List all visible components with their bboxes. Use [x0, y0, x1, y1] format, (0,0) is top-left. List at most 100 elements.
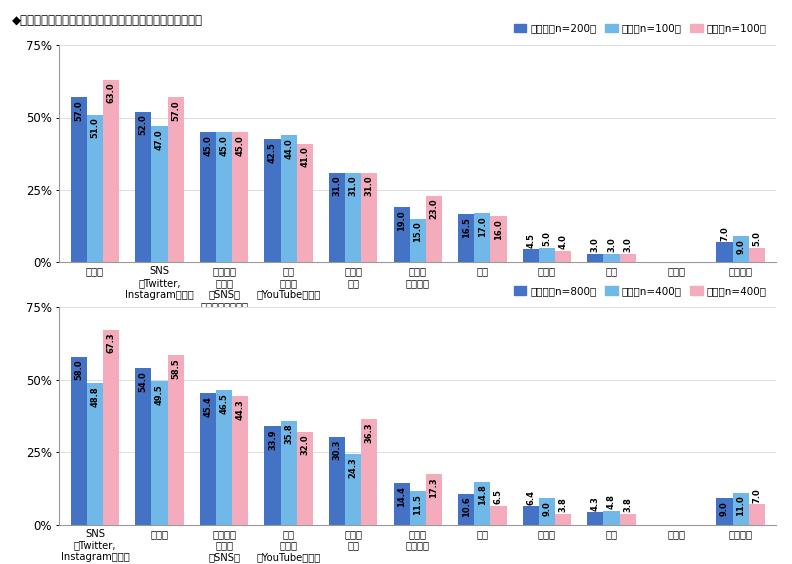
Bar: [87, 383, 103, 525]
Text: 58.0: 58.0: [74, 359, 83, 380]
Text: 47.0: 47.0: [155, 129, 164, 149]
Bar: [216, 132, 232, 262]
Bar: [70, 97, 87, 262]
Text: 48.8: 48.8: [90, 386, 100, 407]
Bar: [232, 132, 248, 262]
Bar: [619, 513, 636, 525]
Text: 9.0: 9.0: [543, 501, 551, 516]
Bar: [151, 381, 168, 525]
Text: 15.0: 15.0: [413, 222, 422, 243]
Text: 9.0: 9.0: [720, 501, 729, 516]
Text: 31.0: 31.0: [365, 175, 374, 196]
Bar: [394, 207, 409, 262]
Text: 45.0: 45.0: [219, 135, 229, 156]
Text: 3.0: 3.0: [607, 237, 616, 252]
Bar: [329, 437, 345, 525]
Text: 45.0: 45.0: [204, 135, 212, 156]
Text: 4.3: 4.3: [591, 496, 600, 510]
Bar: [409, 491, 426, 525]
Text: 44.0: 44.0: [284, 138, 293, 158]
Bar: [490, 216, 507, 262]
Bar: [748, 504, 765, 525]
Text: 54.0: 54.0: [139, 371, 148, 392]
Bar: [555, 250, 571, 262]
Bar: [490, 506, 507, 525]
Text: 30.3: 30.3: [333, 440, 341, 460]
Text: 6.5: 6.5: [494, 489, 503, 504]
Bar: [200, 132, 216, 262]
Text: 31.0: 31.0: [333, 175, 341, 196]
Bar: [539, 248, 555, 262]
Text: ◆ニュース等の情報を何から得ているか　［複数回答形式］: ◆ニュース等の情報を何から得ているか ［複数回答形式］: [12, 14, 203, 27]
Bar: [280, 135, 297, 262]
Bar: [717, 242, 733, 262]
Text: 17.3: 17.3: [429, 477, 439, 498]
Text: 3.0: 3.0: [623, 237, 632, 252]
Bar: [539, 499, 555, 525]
Bar: [458, 494, 474, 525]
Bar: [297, 432, 313, 525]
Text: 45.4: 45.4: [204, 396, 212, 417]
Bar: [409, 219, 426, 262]
Bar: [619, 254, 636, 262]
Bar: [168, 97, 184, 262]
Bar: [345, 454, 361, 525]
Legend: 高校生『n=800』, 男子『n=400』, 女子『n=400』: 高校生『n=800』, 男子『n=400』, 女子『n=400』: [510, 281, 771, 300]
Text: 63.0: 63.0: [107, 83, 116, 103]
Text: 17.0: 17.0: [478, 216, 487, 236]
Text: 7.0: 7.0: [752, 488, 761, 503]
Text: 23.0: 23.0: [429, 199, 439, 219]
Text: 36.3: 36.3: [365, 422, 374, 443]
Bar: [523, 506, 539, 525]
Bar: [394, 483, 409, 525]
Bar: [361, 173, 378, 262]
Text: 11.5: 11.5: [413, 494, 422, 515]
Bar: [168, 355, 184, 525]
Bar: [103, 330, 119, 525]
Text: 4.5: 4.5: [526, 233, 535, 248]
Text: 5.0: 5.0: [752, 231, 761, 246]
Text: 45.0: 45.0: [236, 135, 245, 156]
Text: 57.0: 57.0: [171, 100, 180, 121]
Bar: [103, 80, 119, 262]
Text: 6.4: 6.4: [526, 490, 535, 505]
Text: 33.9: 33.9: [268, 429, 277, 450]
Text: 11.0: 11.0: [736, 496, 745, 516]
Bar: [604, 254, 619, 262]
Bar: [717, 499, 733, 525]
Bar: [216, 390, 232, 525]
Text: 5.0: 5.0: [543, 231, 551, 246]
Text: 42.5: 42.5: [268, 142, 277, 163]
Bar: [748, 248, 765, 262]
Bar: [588, 254, 604, 262]
Text: 58.5: 58.5: [171, 358, 180, 379]
Legend: 中学生『n=200』, 男子『n=100』, 女子『n=100』: 中学生『n=200』, 男子『n=100』, 女子『n=100』: [510, 19, 771, 38]
Text: 3.0: 3.0: [591, 237, 600, 252]
Text: 57.0: 57.0: [74, 100, 83, 121]
Bar: [426, 196, 442, 262]
Bar: [426, 474, 442, 525]
Text: 14.8: 14.8: [478, 484, 487, 505]
Text: 49.5: 49.5: [155, 384, 164, 405]
Text: 3.8: 3.8: [623, 497, 632, 512]
Text: 52.0: 52.0: [139, 114, 148, 135]
Text: 16.5: 16.5: [462, 217, 470, 238]
Bar: [151, 126, 168, 262]
Bar: [474, 213, 490, 262]
Bar: [280, 421, 297, 525]
Bar: [458, 214, 474, 262]
Bar: [297, 144, 313, 262]
Text: 10.6: 10.6: [462, 497, 470, 518]
Text: 32.0: 32.0: [300, 435, 310, 455]
Text: 4.8: 4.8: [607, 494, 616, 509]
Text: 9.0: 9.0: [736, 239, 745, 254]
Text: 35.8: 35.8: [284, 424, 293, 444]
Text: 14.4: 14.4: [397, 486, 406, 506]
Bar: [604, 510, 619, 525]
Bar: [329, 173, 345, 262]
Bar: [70, 356, 87, 525]
Bar: [345, 173, 361, 262]
Bar: [361, 420, 378, 525]
Bar: [733, 236, 748, 262]
Text: 16.0: 16.0: [494, 219, 503, 240]
